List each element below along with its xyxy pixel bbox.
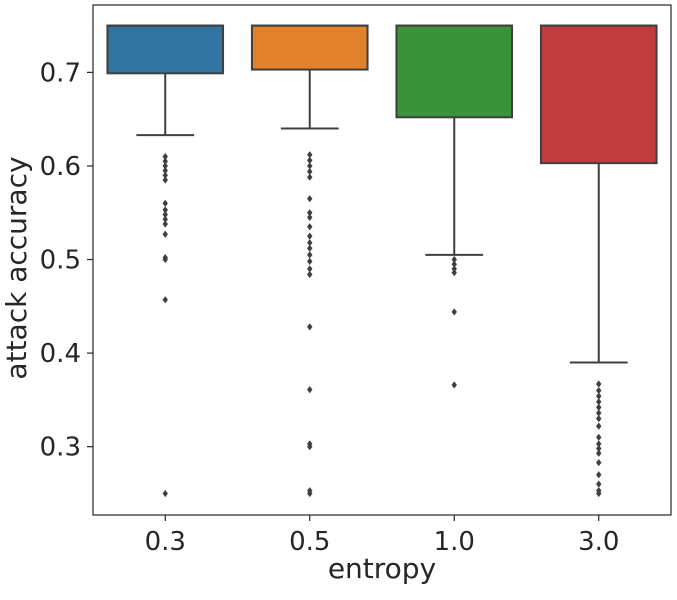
x-tick-label: 0.3 <box>145 527 186 557</box>
outlier-point <box>451 265 457 273</box>
outlier-point <box>596 458 602 467</box>
outlier-point <box>162 152 168 161</box>
outlier-point <box>307 251 313 259</box>
x-axis-label: entropy <box>328 552 436 585</box>
outlier-point <box>307 232 313 240</box>
outlier-point <box>162 255 168 264</box>
outlier-point <box>596 449 602 457</box>
outlier-point <box>307 489 313 498</box>
outlier-point <box>596 392 602 400</box>
x-tick-label: 3.0 <box>578 527 619 557</box>
outlier-point <box>596 440 602 448</box>
outlier-point <box>307 265 313 273</box>
outlier-point <box>451 308 457 316</box>
y-tick-label: 0.3 <box>40 433 81 463</box>
outlier-point <box>596 398 602 406</box>
outlier-point <box>307 270 313 279</box>
boxes-layer <box>106 24 658 498</box>
outlier-point <box>307 239 313 247</box>
outlier-point <box>307 386 313 394</box>
outlier-point <box>596 415 602 423</box>
outlier-point <box>451 260 457 268</box>
outlier-point <box>596 422 602 430</box>
outlier-point <box>162 157 168 165</box>
outlier-point <box>596 489 602 498</box>
outlier-point <box>307 223 313 231</box>
outlier-point <box>307 195 313 203</box>
outlier-point <box>162 167 168 175</box>
outlier-point <box>451 381 457 389</box>
outlier-point <box>451 255 457 264</box>
x-tick-label: 1.0 <box>434 527 475 557</box>
outlier-point <box>596 380 602 388</box>
y-tick-label: 0.4 <box>40 339 81 369</box>
outlier-point <box>307 443 313 451</box>
outlier-point <box>307 151 313 159</box>
outlier-point <box>162 489 168 498</box>
box-0-3 <box>106 24 225 75</box>
outlier-point <box>596 409 602 417</box>
box-group-0-5 <box>250 24 369 498</box>
outlier-point <box>596 403 602 411</box>
y-tick-label: 0.5 <box>40 246 81 276</box>
box-0-5 <box>250 24 369 71</box>
outlier-point <box>162 171 168 179</box>
outlier-point <box>162 162 168 170</box>
outlier-point <box>162 176 168 184</box>
outlier-point <box>162 220 168 228</box>
outlier-point <box>307 213 313 222</box>
outlier-point <box>307 323 313 331</box>
outlier-point <box>307 156 313 164</box>
box-group-3-0 <box>539 24 658 498</box>
box-group-0-3 <box>106 24 225 498</box>
outlier-point <box>307 162 313 170</box>
x-tick-label: 0.5 <box>289 527 330 557</box>
outlier-point <box>162 215 168 223</box>
box-1-0 <box>395 24 514 119</box>
outlier-point <box>307 173 313 181</box>
outlier-point <box>162 296 168 304</box>
ticks-layer: 0.3 0.4 0.5 0.6 0.7 0.3 0.5 1.0 3.0 <box>40 58 620 557</box>
outlier-point <box>162 230 168 238</box>
outlier-point <box>307 257 313 266</box>
outlier-point <box>162 199 168 207</box>
y-tick-label: 0.6 <box>40 152 81 182</box>
outlier-point <box>596 386 602 395</box>
y-axis-label: attack accuracy <box>0 156 33 379</box>
outlier-point <box>596 480 602 488</box>
outlier-point <box>596 433 602 441</box>
outlier-point <box>307 209 313 217</box>
outlier-point <box>162 211 168 219</box>
y-tick-label: 0.7 <box>40 58 81 88</box>
outlier-point <box>162 206 168 214</box>
outlier-point <box>307 167 313 176</box>
outlier-point <box>596 471 602 479</box>
box-group-1-0 <box>395 24 514 389</box>
outlier-point <box>596 444 602 453</box>
outlier-point <box>307 244 313 252</box>
outlier-point <box>451 269 457 277</box>
box-3-0 <box>539 24 658 165</box>
